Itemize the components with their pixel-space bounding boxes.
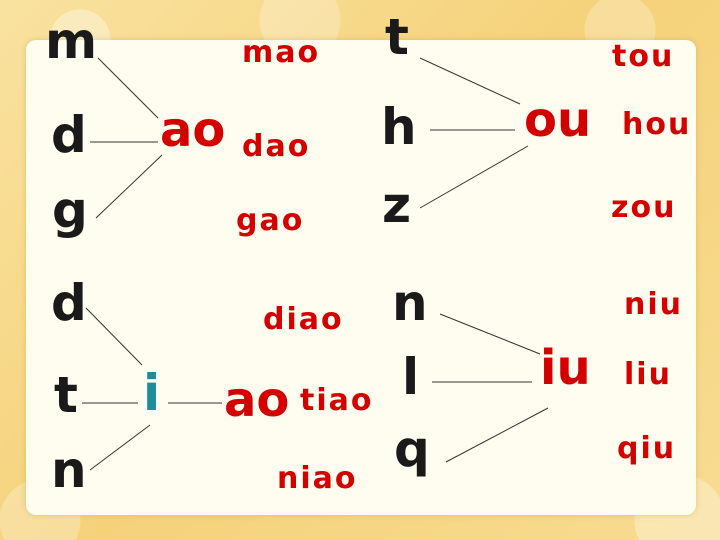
syllable-mao: mao — [242, 35, 321, 70]
final-ou: ou — [524, 92, 592, 148]
syllable-liu: liu — [624, 357, 672, 392]
content-card — [26, 40, 696, 515]
syllable-zou: zou — [611, 190, 677, 225]
syllable-hou: hou — [622, 107, 692, 142]
connector-n-i — [89, 424, 151, 471]
syllable-tou: tou — [612, 39, 675, 74]
final-ao-iao: ao — [224, 372, 290, 428]
initial-m: m — [45, 12, 98, 70]
final-ao: ao — [160, 102, 226, 158]
connector-q-iu — [445, 407, 549, 463]
connector-t-ou — [419, 57, 521, 105]
medial-i: i — [143, 364, 161, 422]
initial-d-iao: d — [51, 274, 87, 332]
connector-d-i — [85, 307, 143, 366]
initial-l-iu: l — [402, 348, 420, 406]
initial-z: z — [382, 176, 412, 234]
syllable-gao: gao — [236, 203, 305, 238]
initial-t-iao: t — [54, 366, 78, 424]
initial-d: d — [51, 106, 87, 164]
initial-q-iu: q — [394, 420, 430, 478]
syllable-tiao: tiao — [300, 383, 374, 418]
syllable-diao: diao — [263, 302, 344, 337]
syllable-niao: niao — [277, 461, 358, 496]
final-iu: iu — [540, 340, 591, 396]
connector-n-iu — [439, 313, 541, 355]
connector-g-ao — [95, 154, 163, 219]
syllable-niu: niu — [624, 287, 683, 322]
syllable-qiu: qiu — [617, 431, 677, 466]
initial-t: t — [385, 8, 409, 66]
initial-n-iao: n — [51, 441, 87, 499]
syllable-dao: dao — [242, 129, 311, 164]
connector-z-ou — [419, 145, 529, 209]
initial-g: g — [52, 181, 88, 239]
initial-n-iu: n — [392, 274, 428, 332]
initial-h: h — [381, 98, 417, 156]
connector-m-ao — [97, 57, 159, 119]
